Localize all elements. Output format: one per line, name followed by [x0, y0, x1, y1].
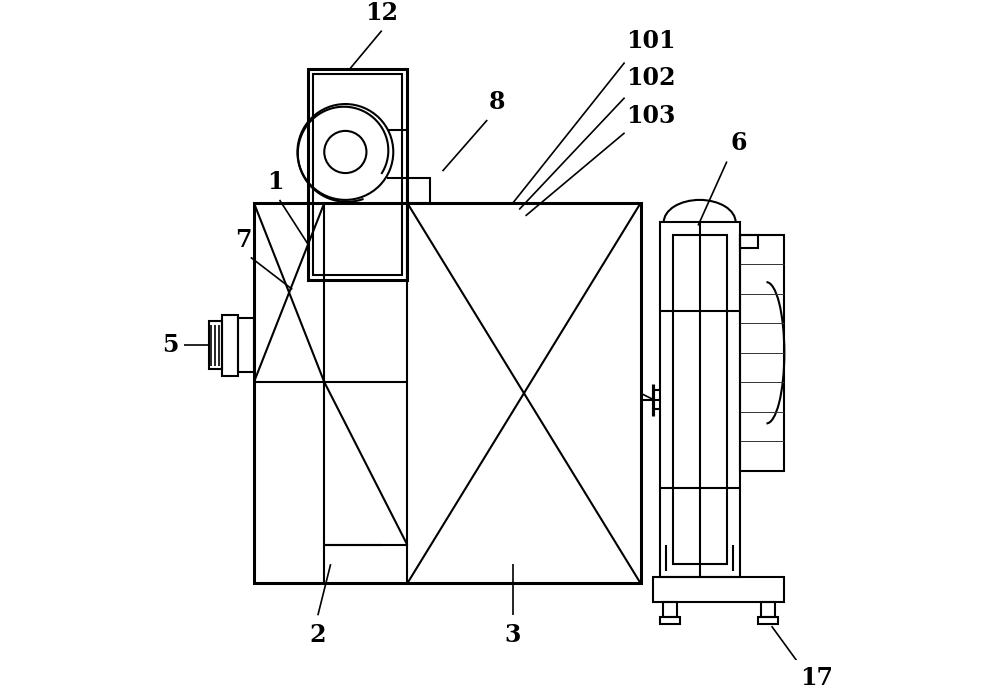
Bar	[660, 617, 680, 624]
Text: 5: 5	[162, 333, 179, 357]
Bar	[407, 177, 430, 203]
Bar	[308, 69, 407, 279]
Text: 8: 8	[489, 90, 506, 114]
Text: 12: 12	[365, 1, 398, 26]
Text: 3: 3	[505, 623, 521, 647]
Bar	[254, 203, 641, 583]
Text: 17: 17	[800, 667, 833, 690]
Bar	[313, 74, 402, 275]
Bar	[740, 235, 758, 248]
Bar	[660, 222, 740, 577]
Text: 6: 6	[730, 131, 747, 155]
Bar	[740, 235, 784, 471]
Text: 101: 101	[627, 29, 676, 53]
Bar	[222, 315, 238, 375]
Bar	[209, 322, 222, 369]
Bar	[758, 617, 778, 624]
Text: 102: 102	[627, 66, 676, 90]
Bar	[761, 602, 775, 617]
Bar	[663, 602, 677, 617]
Text: 2: 2	[310, 623, 326, 647]
Text: 103: 103	[627, 104, 676, 128]
Bar	[673, 235, 727, 564]
Bar	[238, 318, 254, 373]
Text: 7: 7	[235, 228, 251, 253]
Bar	[653, 577, 784, 602]
Text: 1: 1	[267, 170, 283, 193]
